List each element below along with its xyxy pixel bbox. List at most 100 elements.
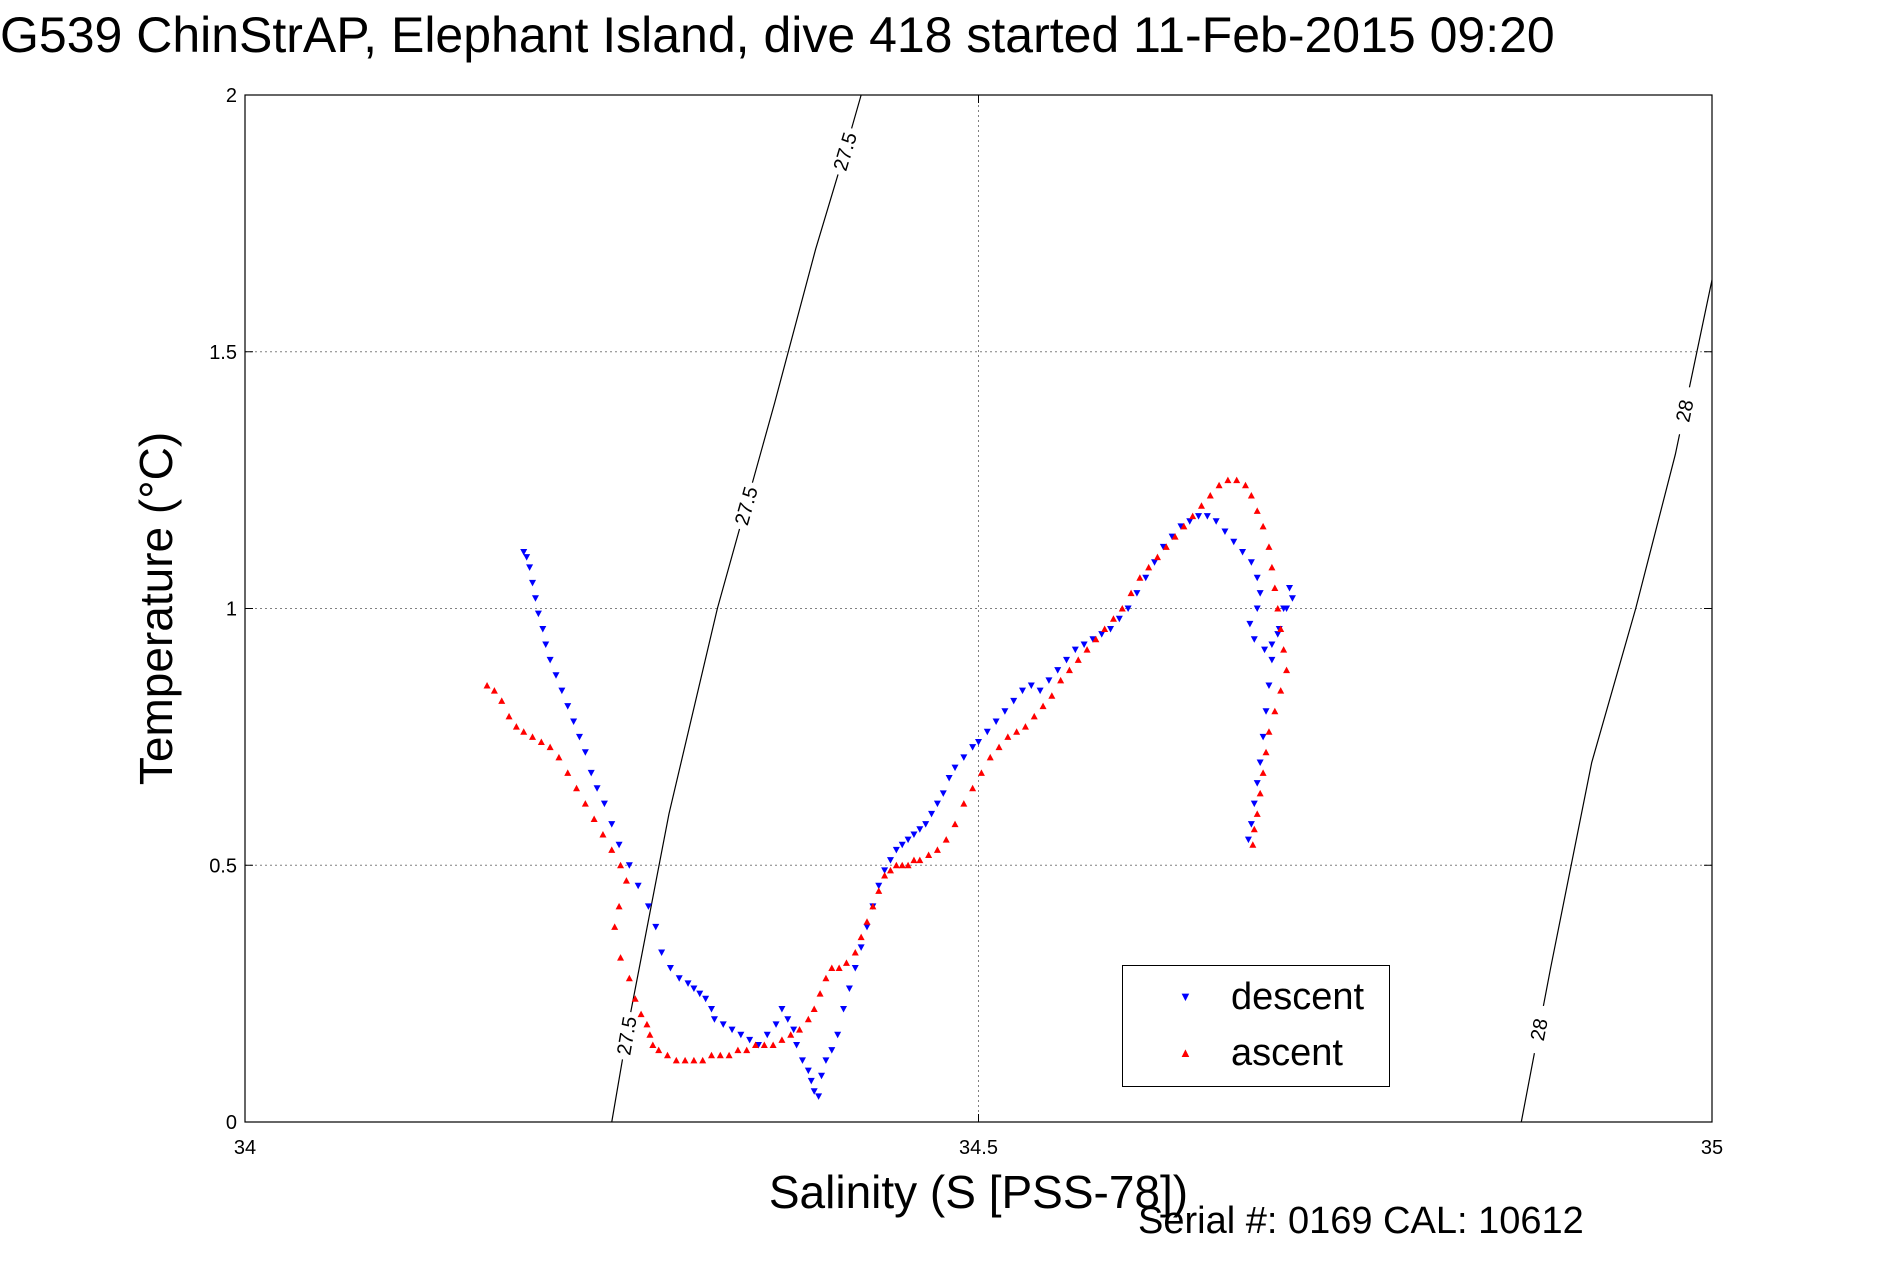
x-tick-label: 35 — [1701, 1137, 1723, 1159]
ascent-point — [769, 1041, 777, 1048]
ascent-point — [1206, 492, 1214, 499]
descent-point — [1261, 646, 1269, 654]
ascent-point — [1118, 605, 1126, 612]
ascent-point — [520, 728, 528, 735]
ascent-point — [716, 1051, 724, 1059]
ascent-point — [1101, 625, 1109, 633]
ascent-point — [1277, 625, 1285, 633]
ascent-point — [1180, 522, 1188, 530]
descent-point — [600, 800, 608, 808]
ascent-point — [910, 856, 918, 864]
ascent-point — [951, 820, 959, 828]
descent-point — [608, 821, 616, 828]
ascent-point — [1109, 615, 1117, 622]
y-tick-label: 1.5 — [209, 342, 237, 364]
descent-point — [696, 990, 704, 998]
ascent-point — [1253, 810, 1261, 817]
descent-point — [684, 980, 692, 987]
ascent-point — [1074, 656, 1082, 663]
ascent-point — [555, 753, 563, 761]
descent-point — [815, 1093, 823, 1100]
ascent-point — [1277, 687, 1285, 694]
descent-point — [710, 1016, 718, 1023]
descent-point — [529, 579, 537, 587]
descent-point — [523, 554, 531, 561]
ascent-point — [1250, 825, 1258, 833]
descent-point — [1253, 780, 1261, 787]
ascent-point — [778, 1036, 786, 1043]
ascent-point — [1039, 702, 1047, 710]
ascent-point — [760, 1041, 768, 1048]
descent-point — [666, 964, 674, 972]
ascent-point — [1004, 733, 1012, 740]
descent-point — [933, 800, 941, 808]
ascent-point — [564, 769, 572, 776]
descent-point — [1159, 543, 1167, 551]
ascent-point — [851, 949, 859, 956]
descent-point — [863, 923, 871, 931]
ascent-point — [822, 974, 830, 982]
descent-point — [1246, 620, 1254, 628]
serial-cal-text: Serial #: 0169 CAL: 10612 — [1138, 1200, 1584, 1242]
descent-point — [1212, 518, 1220, 525]
descent-point — [778, 1006, 786, 1013]
descent-point — [1250, 636, 1258, 643]
contour-label-bg — [827, 125, 863, 178]
ascent-point — [590, 815, 598, 823]
ascent-point — [608, 846, 616, 853]
descent-point — [1253, 574, 1261, 582]
descent-point — [969, 744, 977, 751]
ascent-point — [537, 738, 545, 746]
descent-point — [644, 903, 652, 910]
ascent-point — [1274, 605, 1282, 612]
ascent-point — [828, 964, 836, 971]
descent-point — [790, 1026, 798, 1034]
ascent-point — [637, 1010, 645, 1018]
descent-point — [951, 764, 959, 772]
descent-point — [898, 841, 906, 849]
ascent-point — [625, 974, 633, 982]
descent-point — [531, 595, 539, 602]
ascent-point — [869, 902, 877, 910]
ascent-point — [573, 784, 581, 792]
grid-lines — [245, 95, 1712, 1122]
descent-point — [804, 1067, 812, 1075]
x-axis-title: Salinity (S [PSS-78]) — [769, 1166, 1188, 1218]
ascent-point — [655, 1046, 663, 1054]
descent-point — [1036, 687, 1044, 695]
ascent-point — [1249, 841, 1257, 848]
descent-point — [615, 841, 623, 849]
descent-point — [1080, 641, 1088, 648]
ascent-point — [969, 784, 977, 792]
descent-point — [1071, 646, 1079, 654]
descent-point — [728, 1026, 736, 1034]
descent-point — [1186, 518, 1194, 525]
descent-point — [552, 672, 560, 679]
descent-point — [1203, 513, 1211, 520]
ascent-point — [942, 836, 950, 843]
descent-point — [1280, 605, 1288, 612]
descent-point — [983, 728, 991, 736]
descent-point — [857, 944, 865, 951]
descent-point — [822, 1057, 830, 1064]
descent-point — [1268, 641, 1276, 648]
y-tick-label: 0 — [226, 1112, 237, 1134]
descent-point — [675, 975, 683, 982]
descent-point — [1247, 821, 1255, 828]
descent-point — [1010, 697, 1018, 705]
descent-point — [1177, 523, 1185, 530]
descent-point — [845, 985, 853, 992]
descent-point — [910, 831, 918, 838]
descent-point — [1142, 574, 1150, 582]
y-tick-label: 0.5 — [209, 855, 237, 877]
ascent-point — [1280, 646, 1288, 653]
contour-label: 27.5 — [830, 130, 862, 174]
ascent-point — [1162, 543, 1170, 550]
descent-point — [652, 923, 660, 931]
descent-point — [690, 985, 698, 992]
descent-point — [1259, 733, 1267, 741]
descent-point — [784, 1016, 792, 1023]
ascent-point — [1171, 533, 1179, 540]
descent-point — [702, 995, 710, 1003]
ascent-point — [810, 1005, 818, 1013]
